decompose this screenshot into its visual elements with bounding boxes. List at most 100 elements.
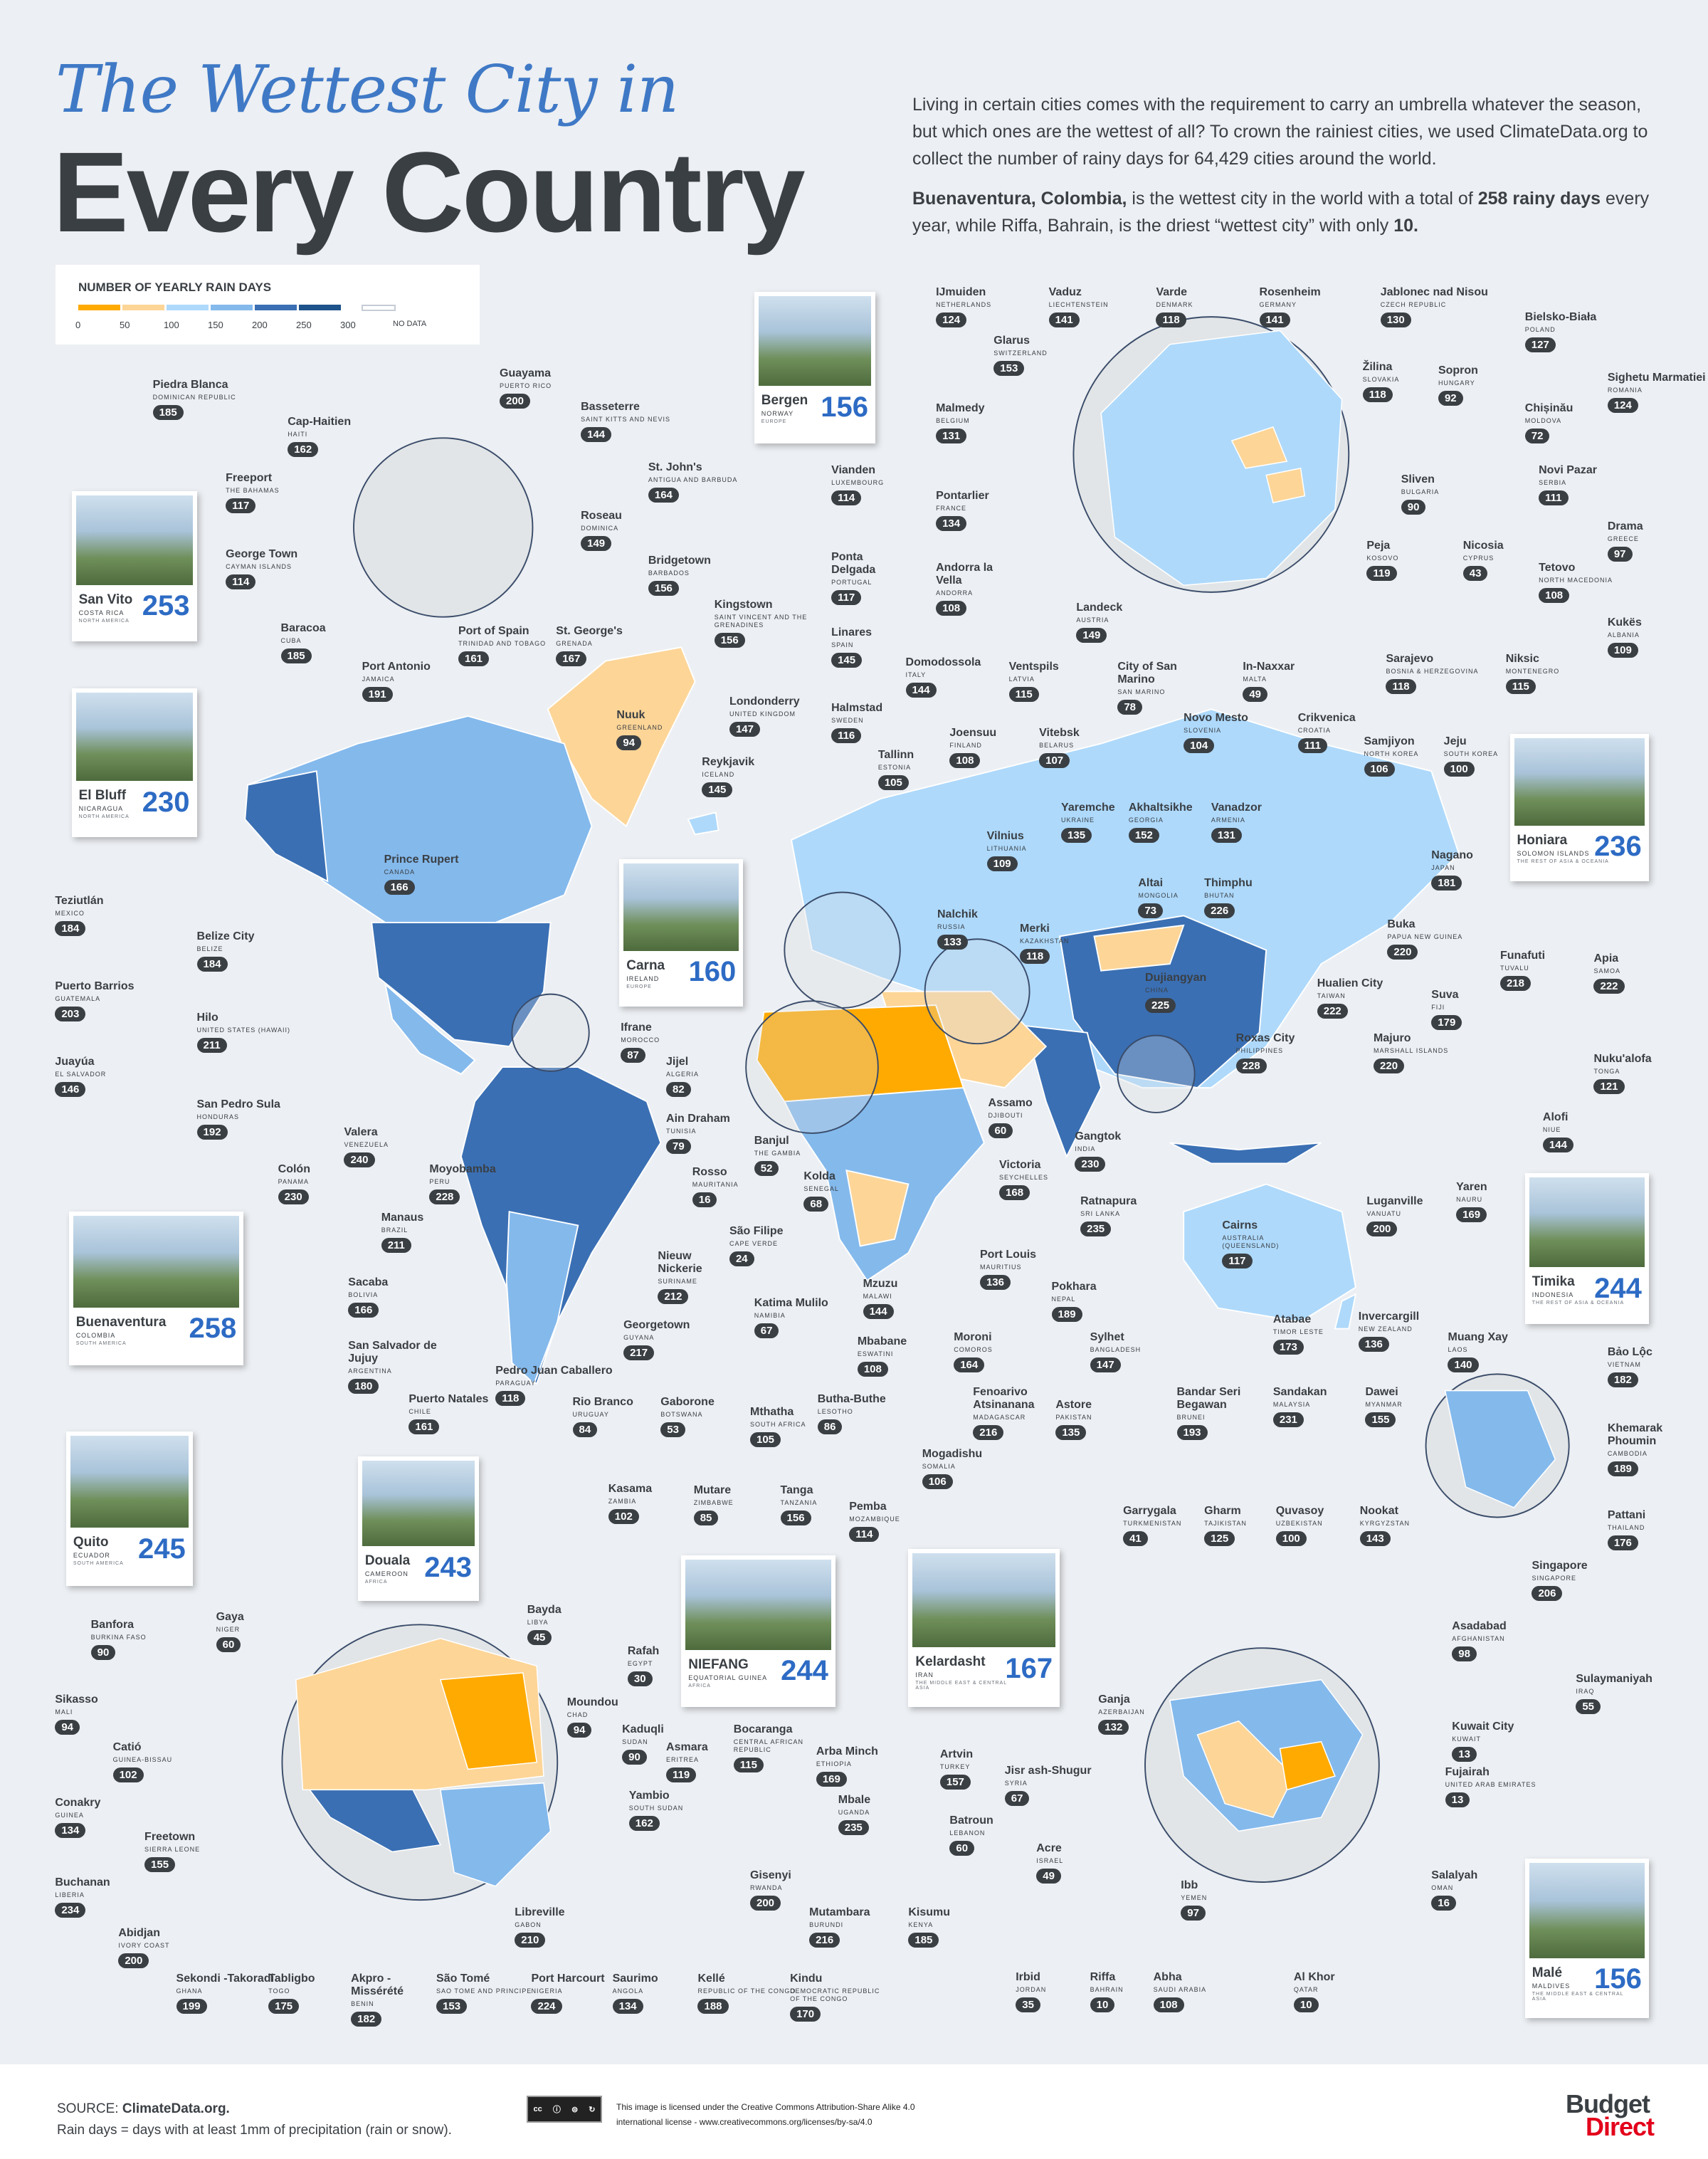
card-city-name: Kelardasht bbox=[915, 1654, 986, 1670]
city-name: Atabae bbox=[1272, 1313, 1312, 1325]
city-label: Varde Denmark 118 bbox=[1156, 286, 1193, 328]
card-region: EUROPE bbox=[761, 419, 787, 425]
city-name: Ventspils bbox=[1008, 661, 1059, 673]
city-name: Fujairah bbox=[1445, 1766, 1490, 1779]
city-label: Tabligbo Togo 175 bbox=[268, 1972, 315, 2014]
legend-swatch bbox=[299, 305, 341, 310]
city-name: Roseau bbox=[581, 509, 622, 522]
country-name: Liberia bbox=[55, 1891, 85, 1898]
country-name: Peru bbox=[429, 1178, 450, 1186]
country-name: Lebanon bbox=[949, 1829, 986, 1837]
rain-days-badge: 189 bbox=[1607, 1461, 1638, 1476]
country-name: Estonia bbox=[877, 764, 912, 772]
rain-days-badge: 216 bbox=[973, 1425, 1004, 1441]
card-region: THE REST OF ASIA & OCEANIA bbox=[1517, 858, 1609, 864]
city-label: Abha Saudi Arabia 108 bbox=[1153, 1971, 1207, 2013]
country-name: Papua New Guinea bbox=[1387, 933, 1463, 940]
rain-days-badge: 144 bbox=[905, 683, 937, 698]
card-region: THE MIDDLE EAST & CENTRAL ASIA bbox=[1532, 1991, 1624, 2002]
city-name: Niksic bbox=[1505, 652, 1539, 665]
city-name: George Town bbox=[226, 547, 298, 560]
country-name: Spain bbox=[831, 641, 854, 648]
city-name: Sekondi -Takoradi bbox=[176, 1972, 275, 1985]
city-name: Nookat bbox=[1359, 1504, 1398, 1517]
city-name: Puerto Barrios bbox=[55, 979, 135, 992]
rain-days-badge: 102 bbox=[112, 1767, 144, 1783]
rain-days-badge: 200 bbox=[500, 394, 531, 409]
city-name: Bandar Seri Begawan bbox=[1176, 1386, 1241, 1412]
city-name: Nalchik bbox=[937, 908, 978, 921]
country-name: Bosnia & Herzegovina bbox=[1386, 667, 1479, 675]
rain-days-badge: 68 bbox=[803, 1196, 829, 1212]
rain-days-badge: 119 bbox=[1366, 566, 1397, 582]
rain-days-badge: 230 bbox=[278, 1189, 309, 1205]
license-line-2[interactable]: international license - www.creativecomm… bbox=[616, 2117, 873, 2127]
rain-days-badge: 30 bbox=[627, 1671, 653, 1687]
country-name: Cambodia bbox=[1607, 1449, 1648, 1457]
city-label: Gharm Tajikistan 125 bbox=[1204, 1505, 1247, 1546]
country-name: Burundi bbox=[809, 1921, 844, 1929]
country-name: Somalia bbox=[922, 1463, 956, 1471]
city-label: Crikvenica Croatia 111 bbox=[1297, 712, 1356, 753]
country-name: Saint Vincent and the Grenadines bbox=[714, 614, 808, 629]
city-label: Kingstown Saint Vincent and the Grenadine… bbox=[714, 599, 814, 648]
rain-days-badge: 41 bbox=[1123, 1530, 1148, 1546]
city-label: George Town Cayman Islands 114 bbox=[226, 548, 297, 589]
rain-days-badge: 155 bbox=[144, 1857, 176, 1873]
country-name: Georgia bbox=[1128, 816, 1164, 824]
city-label: Glarus Switzerland 153 bbox=[993, 335, 1048, 376]
city-label: Mbale Uganda 235 bbox=[838, 1794, 870, 1835]
rain-days-badge: 13 bbox=[1452, 1747, 1477, 1763]
city-name: Mbabane bbox=[857, 1335, 907, 1348]
country-name: Sri Lanka bbox=[1080, 1209, 1121, 1217]
country-name: Mongolia bbox=[1138, 891, 1179, 899]
source-link[interactable]: ClimateData.org. bbox=[122, 2101, 230, 2116]
new-zealand-shape bbox=[1334, 1293, 1357, 1330]
city-photo-card: Honiara 236 SOLOMON ISLANDS THE REST OF ASI… bbox=[1509, 733, 1649, 881]
country-name: North Korea bbox=[1364, 750, 1419, 757]
rain-days-badge: 157 bbox=[939, 1775, 971, 1790]
country-name: Ivory Coast bbox=[118, 1942, 170, 1950]
card-city-name: Timika bbox=[1532, 1274, 1575, 1290]
rain-days-badge: 115 bbox=[1505, 678, 1536, 694]
country-name: Australia (Queensland) bbox=[1222, 1234, 1280, 1250]
rain-days-badge: 185 bbox=[152, 404, 184, 420]
rain-days-badge: 121 bbox=[1593, 1079, 1625, 1095]
logo-budget: Budget bbox=[1566, 2089, 1650, 2118]
country-name: Malaysia bbox=[1272, 1401, 1311, 1409]
city-label: Majuro Marshall Islands 220 bbox=[1374, 1032, 1448, 1074]
country-name: Central African Republic bbox=[733, 1738, 803, 1754]
city-label: Fenoarivo Atsinanana Madagascar 216 bbox=[973, 1386, 1051, 1441]
rain-days-badge: 13 bbox=[1445, 1792, 1470, 1808]
country-name: Greenland bbox=[616, 723, 663, 731]
country-name: Chad bbox=[566, 1711, 589, 1718]
city-name: Yambio bbox=[628, 1790, 670, 1802]
city-label: Bandar Seri Begawan Brunei 193 bbox=[1176, 1386, 1255, 1441]
europe-zoom-marker bbox=[784, 891, 901, 1009]
rain-days-badge: 141 bbox=[1259, 312, 1290, 328]
australia-shape bbox=[1183, 1183, 1356, 1323]
city-label: Merki Kazakhstan 118 bbox=[1020, 923, 1069, 964]
rain-days-badge: 108 bbox=[1153, 1997, 1184, 2013]
city-name: San Pedro Sula bbox=[196, 1098, 280, 1111]
city-name: Halmstad bbox=[831, 702, 883, 715]
city-label: Pedro Juan Caballero Paraguay 118 bbox=[495, 1365, 613, 1406]
highlight-city: Buenaventura, Colombia, bbox=[912, 189, 1127, 209]
country-name: The Bahamas bbox=[226, 487, 280, 495]
rain-days-badge: 92 bbox=[1438, 391, 1463, 406]
city-label: Acre Israel 49 bbox=[1036, 1842, 1063, 1884]
city-label: Cairns Australia (Queensland) 117 bbox=[1222, 1219, 1322, 1269]
rain-days-badge: 35 bbox=[1016, 1997, 1040, 2013]
country-name: South Korea bbox=[1443, 750, 1499, 757]
city-name: Jisr ash-Shugur bbox=[1004, 1765, 1092, 1777]
city-name: San Salvador de Jujuy bbox=[348, 1339, 437, 1365]
country-name: Mexico bbox=[55, 910, 85, 918]
card-rain-days: 243 bbox=[424, 1552, 472, 1583]
rain-days-badge: 222 bbox=[1317, 1004, 1348, 1019]
rain-days-badge: 78 bbox=[1117, 700, 1143, 715]
city-name: Gisenyi bbox=[749, 1869, 791, 1882]
rain-days-badge: 134 bbox=[55, 1822, 86, 1838]
country-name: Tajikistan bbox=[1204, 1519, 1247, 1527]
city-photo bbox=[362, 1461, 475, 1547]
country-name: Ghana bbox=[176, 1987, 203, 1995]
